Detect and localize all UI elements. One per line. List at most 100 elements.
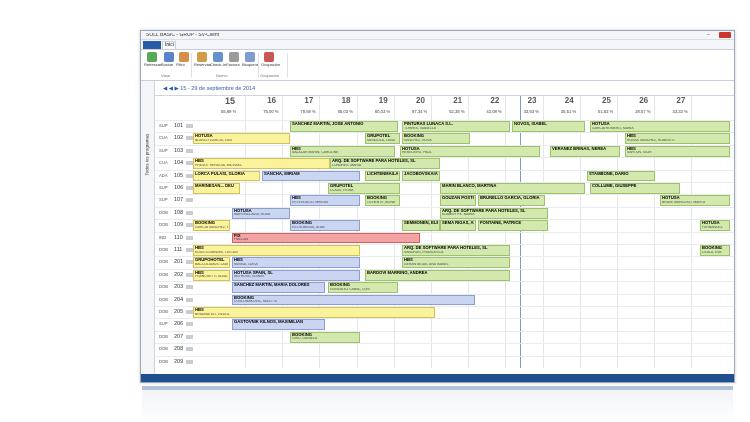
ribbon-button[interactable]: Check-In (210, 52, 226, 71)
booking[interactable]: HOTUSA BRAVE MANCUSO, MARTA (660, 195, 730, 207)
booking[interactable]: FONTAINE, PATRICE (478, 220, 548, 232)
booking-guest: MENSA, LUISA (234, 263, 258, 266)
booking[interactable]: HBS SALAZAR MARIN, CAROLINE (290, 145, 395, 157)
booking[interactable]: HBS ELIAS STANNONI, TATCAN (193, 245, 360, 256)
room-number: 103 (174, 147, 184, 154)
booking[interactable]: BOOKING CEALA, EVA (700, 245, 730, 256)
booking[interactable]: BOOKING COSLONAKOVIC, MILETTE (232, 294, 475, 306)
day-number: 23 (527, 97, 537, 105)
booking[interactable]: GRUPOTEL MENDOZA, LUNA (365, 133, 400, 145)
booking[interactable]: HBS PRESOT HEREDIA, MICHAEL (193, 158, 330, 170)
row-line (155, 206, 734, 208)
booking[interactable]: HBS FRANCHETTI, ALBA (193, 269, 230, 281)
row-line (155, 268, 734, 270)
booking[interactable]: BOOKING ESTROMONA, JEAN (290, 220, 360, 232)
booking[interactable]: BOOKING OCHENTE, ALINA (365, 195, 400, 207)
booking[interactable]: STAMBONE, DARIO (587, 170, 655, 182)
booking[interactable]: SANCHEZ MARTIN, MARIA DOLORES (232, 282, 325, 294)
booking[interactable]: MARIN BLANCO, MARTINA (440, 183, 585, 194)
day-number: 18 (341, 97, 351, 105)
booking-agency: HOTUSA SPAIN, SL (234, 270, 273, 275)
booking-agency: BOOKING (330, 283, 351, 288)
booking[interactable]: GRUPOTEL CLAUS, FIONA (328, 183, 400, 194)
booking[interactable]: GOUZAN POSTO... (440, 195, 476, 207)
room-icon (186, 285, 193, 290)
booking[interactable]: MARINESAN... DEU (193, 183, 240, 194)
close-button[interactable] (719, 32, 731, 38)
ribbon-button[interactable]: Refrescar (144, 52, 161, 71)
booking-guest: PRESOT HEREDIA, MICHAEL (195, 163, 242, 167)
booking[interactable]: COLLUME, GIUSEPPE (590, 183, 680, 194)
booking[interactable]: LORCA PULASI, GLORIA (193, 170, 260, 182)
booking[interactable]: HOTUSA SPAIN, SL NETHOVE, EDWIN (232, 269, 360, 281)
minimize-button[interactable]: – (707, 32, 710, 38)
room-type: DOB (159, 310, 169, 314)
booking[interactable]: SEMA RIGAS, AN... (440, 220, 476, 232)
button-icon (213, 52, 223, 62)
date-navigation[interactable]: ◀ ◀ ▶ 15 - 29 de septiembre de 2014 (163, 86, 256, 92)
group-label: Vista (161, 74, 170, 78)
file-tab[interactable] (143, 41, 161, 49)
button-icon (245, 52, 255, 62)
booking[interactable]: HOTUSA FERNANDEZ (700, 220, 730, 232)
booking[interactable]: LICHTENMAILA, P (365, 170, 400, 182)
booking-guest: BRAUNATED, VIZDOL (195, 312, 230, 316)
booking[interactable]: SANCHEZ MARTIN, JOSE ANTONIO (290, 121, 398, 132)
booking-agency: NOVOS, ISABEL (514, 122, 547, 126)
booking[interactable]: BOOKING GIRO, DANIELA (290, 331, 360, 343)
booking[interactable]: HOTUSA BLANCO GARCIA, LUIS (193, 133, 290, 145)
row-line (155, 318, 734, 320)
booking[interactable]: NOVOS, ISABEL (512, 121, 585, 132)
booking[interactable]: JACOBOVSKAIA... (402, 170, 440, 182)
booking-agency: LORCA PULASI, GLORIA (195, 171, 245, 176)
booking[interactable]: BOOKING GONZÁLEZ CABAL, LUIS (328, 282, 398, 294)
booking[interactable]: HOTUSA HEREDERO, PAUL (400, 145, 540, 157)
booking[interactable]: HBS ESTEVLAIGO, MIKEAS (290, 195, 360, 207)
room-type: SUP (159, 198, 168, 203)
room-icon (186, 297, 193, 302)
booking-agency: JACOBOVSKAIA... (404, 171, 438, 176)
booking[interactable]: FIX FMCLAN (232, 232, 420, 244)
booking-agency: SANCHEZ MARTIN, MARIA DOLORES (234, 283, 310, 288)
booking[interactable]: HBS ROSAS SANCHEZ, ROBERTO (625, 133, 730, 145)
booking[interactable]: HOTUSA GARCIA ROMERO, MARIA (590, 121, 730, 132)
booking-guest: MARTINCLAVIA, ROSA (234, 213, 271, 217)
room-type: SUP (159, 124, 168, 128)
booking[interactable]: GASTOVNIK KILNOS, MAXIMILIAN (232, 319, 325, 331)
ribbon-button[interactable]: Bloqueos (242, 52, 259, 71)
room-icon (186, 198, 193, 203)
room-number: 201 (174, 259, 184, 266)
booking[interactable]: VERANEZ BRIÑAS, NEREA (550, 145, 620, 157)
ribbon-tab[interactable]: Inici (162, 41, 176, 49)
booking[interactable]: BRUNELLO GARCÍA, GLORIA (478, 195, 545, 207)
button-icon (229, 52, 239, 62)
ribbon-button[interactable]: Reservas (194, 52, 211, 71)
ribbon-button[interactable]: Factura (226, 52, 242, 71)
booking[interactable]: HOTUSA MARTINCLAVIA, ROSA (232, 207, 290, 219)
booking[interactable]: ARQ. DE SOFTWARE PARA HOTELES, SL LONDRES… (330, 158, 440, 170)
booking[interactable]: HBS SARTON, IGOR (625, 145, 730, 157)
ribbon-button[interactable]: Buscar (161, 52, 177, 71)
row-line (155, 144, 734, 146)
ribbon-button[interactable]: Ocupación (261, 52, 283, 71)
booking[interactable]: SEMMONEN, ELE... (402, 220, 440, 232)
booking[interactable]: SANCHA, MIRIAM (262, 170, 360, 182)
row-line (155, 194, 734, 196)
booking-guest: MENDOZA, LUNA (367, 139, 395, 142)
booking[interactable]: HBS MENSA, LUISA (232, 257, 360, 269)
button-label: Check-In (210, 63, 227, 67)
booking[interactable]: PINTURAS LUNACA S.L. TORRES, ISABELLA (402, 121, 510, 132)
booking[interactable]: ARQ. DE SOFTWARE PARA HOTELES, SL SANDRUS… (402, 245, 510, 256)
booking[interactable]: ARQ. DE SOFTWARE PARA HOTELES, SL KLAMER … (440, 207, 548, 219)
ribbon-button[interactable]: Filtro (176, 52, 192, 71)
room-number: 202 (174, 271, 184, 278)
booking-agency: GRUPOTEL (367, 134, 391, 139)
booking[interactable]: HBS BRAUNATED, VIZDOL (193, 307, 435, 318)
button-icon (197, 52, 207, 62)
booking[interactable]: HBS GERAN BIGAS, ANA ISABEL (402, 257, 510, 269)
booking[interactable]: BARDOVI MARRINO, ANDREA (365, 269, 510, 281)
booking-guest: SARTON, IGOR (627, 151, 652, 155)
booking[interactable]: BOOKING SANCHEZ, ROSA (402, 133, 470, 145)
